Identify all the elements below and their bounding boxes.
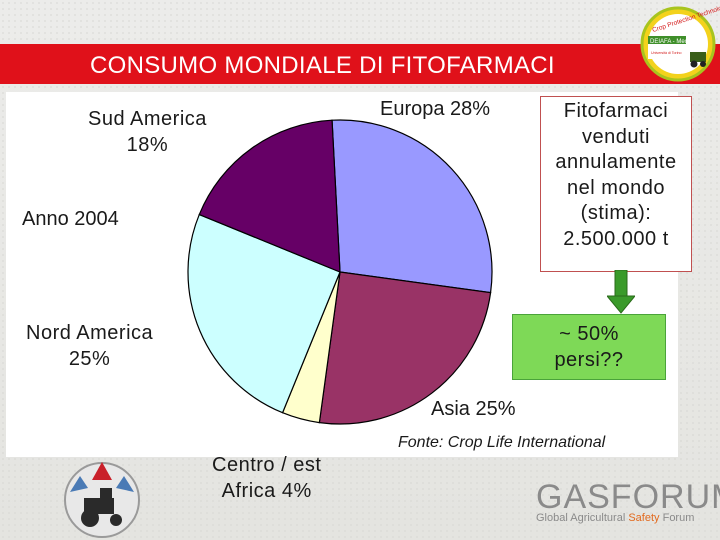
slide-title: CONSUMO MONDIALE DI FITOFARMACI [90,52,555,79]
source-note: Fonte: Crop Life International [398,434,606,451]
slice-label-nord-line1: Nord America [26,322,154,344]
tagline-part: Forum [662,512,695,524]
note-line: (stima): [580,202,652,224]
logo-dept-text: DEIAFA - Meccanica [650,39,706,45]
slice-label-centro-line2: Africa 4% [221,480,312,502]
gasforum-logo [532,476,533,477]
note-line: venduti [582,125,650,148]
crop-protection-logo: Crop Protection Technology DEIAFA - Mecc… [640,4,720,82]
slice-label-nord-line2: 25% [68,348,111,370]
note-line: 2.500.000 t [563,227,669,250]
pie-slice-nord-america [187,213,341,414]
slice-label-europa: Europa 28% [380,98,491,120]
slice-label-nord-america: Nord America 25% [26,320,153,372]
down-arrow-icon [607,270,635,314]
slice-label-sud-america: Sud America 18% [88,106,207,158]
note-line: Fitofarmaci [563,100,669,122]
slice-label-asia: Asia 25% [431,398,516,420]
loss-line: ~ 50% [559,323,619,345]
note-line: annulamente [555,151,677,173]
logo-green-band [648,36,686,44]
sales-note-box: Fitofarmaci venduti annulamente nel mond… [540,96,692,272]
slice-label-sud-line2: 18% [126,134,169,156]
gasforum-tagline: Global Agricultural Safety Forum [536,512,694,524]
tagline-part: Global Agricultural [536,512,626,524]
slice-label-sud-line1: Sud America [88,108,207,130]
year-label: Anno 2004 [22,208,119,230]
loss-estimate-box: ~ 50% persi?? [512,314,666,380]
tractor-logo [64,462,140,538]
pie-slice-asia [318,271,492,425]
gasforum-wordmark: GASFORUM [536,478,720,516]
note-line: nel mondo [567,176,665,199]
tagline-safety: Safety [628,512,660,524]
slice-label-centro-line1: Centro / est [212,454,322,476]
slice-label-centro-africa: Centro / est Africa 4% [212,452,321,504]
pie-slice-sud-america [198,119,341,273]
title-bar [0,44,720,84]
pie-slice-europa [331,119,493,294]
logo-univ-text: Università di Torino [651,51,682,55]
loss-line: persi?? [554,349,624,371]
